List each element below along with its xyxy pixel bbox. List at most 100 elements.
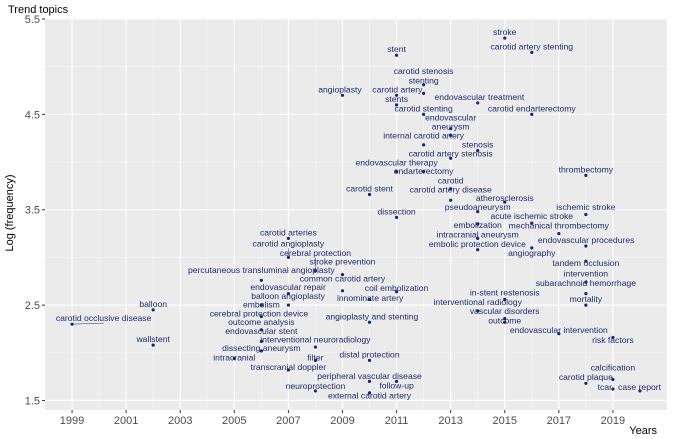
- topic-label: coil embolization: [365, 283, 429, 293]
- topic-label: endovascular repair: [250, 282, 326, 292]
- topic-point: [259, 328, 263, 332]
- topic-label: angiography: [508, 248, 556, 258]
- topic-label: atherosclerosis: [476, 193, 534, 203]
- topic-label: balloon angioplasty: [251, 291, 325, 301]
- topic-label: follow-up: [379, 381, 414, 391]
- x-tick-label: 2019: [601, 415, 625, 427]
- topic-label: interventional radiology: [434, 297, 523, 307]
- topic-label: distal protection: [339, 349, 399, 359]
- topic-label: endovascular therapy: [355, 157, 438, 167]
- y-tick-label: 2.5: [25, 300, 40, 312]
- topic-point: [584, 259, 588, 263]
- topic-point: [394, 215, 399, 219]
- topic-label: stroke: [493, 27, 517, 37]
- topic-label: carotid endarterectomy: [488, 103, 577, 113]
- topic-label: outcome analysis: [228, 317, 294, 327]
- topic-point: [449, 187, 453, 191]
- topic-point: [530, 221, 534, 225]
- topic-label: carotid stenosis: [394, 66, 454, 76]
- x-tick-label: 2007: [276, 415, 300, 427]
- topic-point: [367, 297, 372, 301]
- topic-point: [476, 248, 480, 252]
- topic-label: internal carotid artery: [383, 131, 464, 141]
- topic-label: in-stent restenosis: [470, 287, 540, 297]
- topic-point: [503, 297, 507, 301]
- topic-point: [394, 103, 399, 107]
- topic-label: carotid plaque: [559, 372, 613, 382]
- topic-point: [313, 389, 318, 393]
- topic-point: [286, 292, 290, 296]
- topic-label: thrombectomy: [559, 164, 614, 174]
- x-tick-label: 1999: [60, 415, 84, 427]
- topic-label: dissecting aneurysm: [222, 343, 300, 353]
- topic-point: [449, 133, 453, 137]
- topic-label: stents: [385, 94, 408, 104]
- topic-point: [259, 339, 263, 343]
- topic-point: [367, 391, 372, 395]
- topic-point: [557, 332, 561, 336]
- topic-point: [476, 236, 480, 240]
- topic-point: [422, 83, 426, 87]
- topic-point: [394, 53, 399, 57]
- y-tick-label: 4.5: [25, 109, 40, 121]
- topic-point: [584, 244, 588, 248]
- x-tick-label: 2001: [114, 415, 138, 427]
- topic-point: [476, 149, 480, 153]
- topic-point: [394, 93, 399, 97]
- topic-point: [584, 173, 588, 177]
- topic-label: intracranial aneurysm: [437, 230, 519, 240]
- topic-point: [557, 231, 561, 236]
- topic-point: [476, 222, 480, 226]
- topic-label: acute ischemic stroke: [490, 211, 573, 221]
- topic-point: [611, 377, 615, 382]
- topic-label: intervention: [564, 268, 609, 278]
- topic-point: [638, 389, 642, 393]
- topic-label: mortality: [570, 294, 603, 304]
- topic-label: carotid: [438, 175, 464, 185]
- topic-point: [449, 127, 453, 131]
- topic-label: tandem occlusion: [552, 258, 619, 268]
- topic-label: subarachnoid hemorrhage: [536, 278, 637, 288]
- topic-label: embolic protection device: [429, 239, 526, 249]
- label-leader-line: [72, 322, 104, 325]
- topic-point: [611, 387, 615, 391]
- topic-point: [422, 112, 426, 116]
- topic-label: endovascular intervention: [510, 325, 608, 335]
- topic-point: [449, 156, 453, 160]
- topic-point: [286, 303, 290, 307]
- topic-point: [503, 200, 507, 204]
- topic-point: [286, 368, 290, 372]
- topic-point: [503, 316, 507, 321]
- topic-label: ischemic stroke: [556, 202, 615, 212]
- topic-point: [259, 314, 263, 319]
- chart-title: Trend topics: [8, 4, 69, 16]
- topic-label: pseudoaneurysm: [445, 202, 511, 212]
- topic-point: [340, 93, 345, 97]
- y-axis: 1.5 2.5 3.5 4.5 5.5: [25, 14, 45, 407]
- topic-label: mechanical thrombectomy: [509, 221, 610, 231]
- x-tick-label: 2009: [330, 415, 354, 427]
- x-axis: 1999 2001 2003 2005 2007 2009 2011 2013 2015 2017…: [60, 410, 625, 427]
- topic-label: stroke prevention: [310, 256, 376, 266]
- topic-point: [584, 212, 588, 217]
- topic-point: [422, 169, 426, 174]
- topic-label: carotid artery: [372, 85, 423, 95]
- x-tick-label: 2013: [438, 415, 462, 427]
- topic-label: transcranial doppler: [251, 362, 327, 372]
- plot-panel: [45, 19, 667, 410]
- topic-label: endovascular treatment: [435, 92, 525, 102]
- topic-point: [611, 335, 615, 340]
- topic-point: [394, 290, 399, 294]
- topic-label: calcification: [591, 363, 636, 373]
- topic-label: carotid angioplasty: [253, 238, 325, 248]
- topic-point: [259, 303, 263, 307]
- topic-point: [367, 379, 372, 383]
- data-points: [70, 36, 642, 395]
- topic-label: carotid artery disease: [410, 184, 492, 194]
- topic-point: [367, 320, 372, 324]
- topic-label: embolization: [454, 220, 502, 230]
- topic-label: endovascular: [425, 113, 476, 123]
- topic-point: [503, 36, 507, 40]
- topic-point: [259, 349, 263, 353]
- x-axis-title: Years: [629, 425, 657, 437]
